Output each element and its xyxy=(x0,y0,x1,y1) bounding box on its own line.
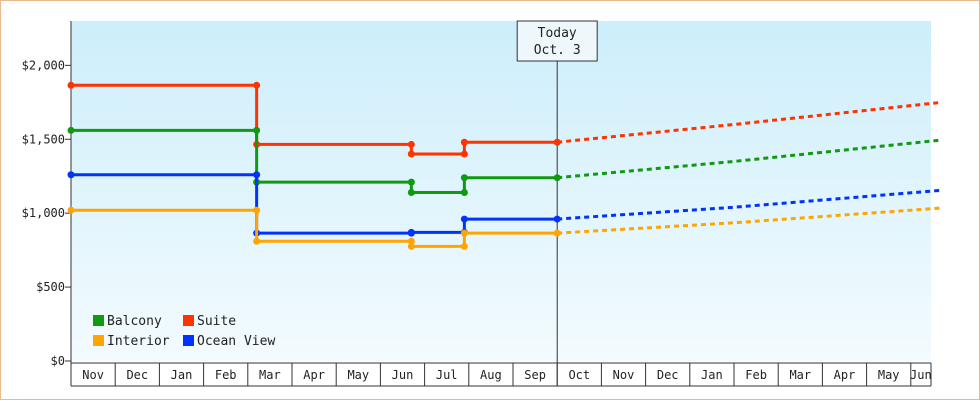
series-point-interior xyxy=(460,242,468,250)
x-tick-label: Jul xyxy=(436,368,458,382)
series-point-ocean-view xyxy=(407,228,415,236)
series-point-balcony xyxy=(67,126,75,134)
x-tick-label: Mar xyxy=(259,368,281,382)
x-tick-label: May xyxy=(878,368,900,382)
x-tick-label: Feb xyxy=(215,368,237,382)
series-point-suite xyxy=(460,138,468,146)
today-box xyxy=(516,20,598,62)
series-point-suite xyxy=(460,150,468,158)
series-projection-suite xyxy=(557,100,942,144)
series-point-suite xyxy=(407,150,415,158)
x-tick-label: Apr xyxy=(303,368,325,382)
series-point-interior xyxy=(67,206,75,214)
x-tick-label: May xyxy=(347,368,369,382)
x-tick-label: Nov xyxy=(82,368,104,382)
series-projection-balcony xyxy=(557,138,942,180)
legend-swatch-interior xyxy=(93,335,104,346)
today-label: Today xyxy=(538,26,577,41)
series-projection-ocean-view xyxy=(557,188,942,221)
y-tick-label: $0 xyxy=(51,354,65,368)
series-point-balcony xyxy=(253,126,261,134)
legend-label-suite: Suite xyxy=(197,314,236,329)
series-point-interior xyxy=(407,242,415,250)
x-tick-label: Apr xyxy=(834,368,856,382)
series-point-interior xyxy=(407,237,415,245)
x-tick-label: Feb xyxy=(745,368,767,382)
series-point-suite xyxy=(253,81,261,89)
legend-label-interior: Interior xyxy=(107,334,170,349)
series-point-ocean-view xyxy=(460,215,468,223)
y-tick-label: $500 xyxy=(36,280,65,294)
y-tick-label: $1,500 xyxy=(22,132,65,146)
x-tick-label: Oct xyxy=(568,368,590,382)
legend-swatch-balcony xyxy=(93,315,104,326)
legend-label-ocean-view: Ocean View xyxy=(197,334,275,349)
legend-label-balcony: Balcony xyxy=(107,314,162,329)
series-point-suite xyxy=(67,81,75,89)
series-projection-interior xyxy=(557,206,942,235)
legend-swatch-ocean-view xyxy=(183,335,194,346)
series-point-interior xyxy=(253,206,261,214)
x-tick-label: Dec xyxy=(126,368,148,382)
x-tick-label: Jan xyxy=(701,368,723,382)
series-point-ocean-view xyxy=(253,171,261,179)
series-point-balcony xyxy=(460,188,468,196)
x-tick-label: Dec xyxy=(657,368,679,382)
series-point-balcony xyxy=(407,188,415,196)
today-date: Oct. 3 xyxy=(534,43,581,58)
x-tick-label: Sep xyxy=(524,368,546,382)
x-tick-label: Jun xyxy=(392,368,414,382)
plot-area xyxy=(71,21,931,361)
series-point-ocean-view xyxy=(67,171,75,179)
x-tick-label: Jun xyxy=(910,368,932,382)
legend-swatch-suite xyxy=(183,315,194,326)
series-point-suite xyxy=(407,140,415,148)
series-point-balcony xyxy=(460,174,468,182)
y-tick-label: $2,000 xyxy=(22,58,65,72)
series-point-interior xyxy=(460,229,468,237)
x-tick-label: Mar xyxy=(789,368,811,382)
x-tick-label: Aug xyxy=(480,368,502,382)
series-point-interior xyxy=(253,237,261,245)
y-tick-label: $1,000 xyxy=(22,206,65,220)
series-point-balcony xyxy=(407,178,415,186)
x-tick-label: Jan xyxy=(171,368,193,382)
x-tick-label: Nov xyxy=(613,368,635,382)
